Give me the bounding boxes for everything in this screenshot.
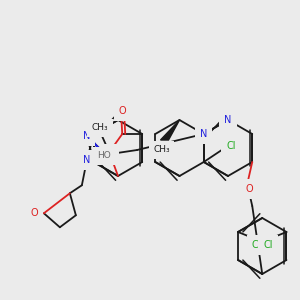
Text: N: N [200, 129, 207, 139]
Text: N: N [224, 115, 232, 125]
Text: CH₃: CH₃ [92, 124, 108, 133]
Text: O: O [245, 184, 253, 194]
Text: Cl: Cl [263, 240, 273, 250]
Text: N: N [83, 155, 91, 165]
Text: O: O [118, 106, 126, 116]
Text: Cl: Cl [226, 141, 236, 151]
Text: O: O [30, 208, 38, 218]
Text: CH₃: CH₃ [153, 146, 170, 154]
Text: N: N [83, 131, 91, 141]
Polygon shape [160, 120, 179, 140]
Text: HO: HO [98, 152, 111, 160]
Text: Cl: Cl [252, 240, 261, 250]
Text: O: O [106, 149, 114, 159]
